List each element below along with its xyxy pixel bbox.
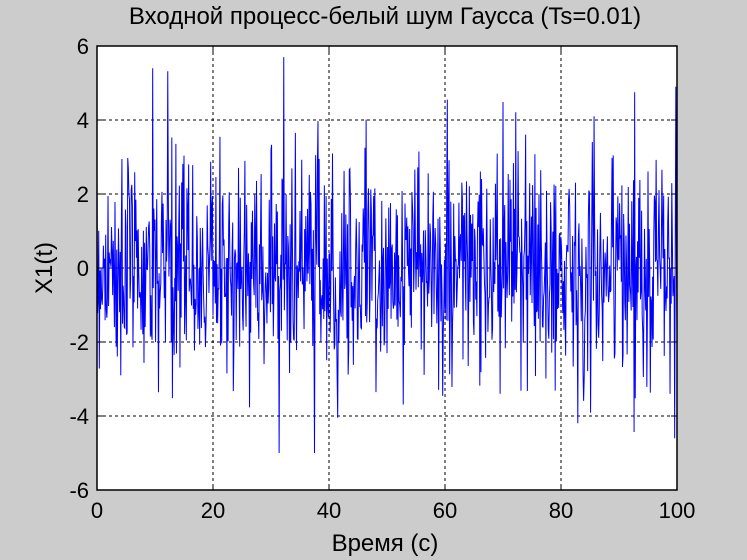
chart-title: Входной процесс-белый шум Гаусса (Ts=0.0…: [129, 3, 641, 30]
series-line: [96, 57, 678, 454]
x-tick-label: 20: [201, 498, 225, 523]
x-tick-label: 80: [549, 498, 573, 523]
y-tick-label: -6: [69, 478, 89, 503]
series-x1: [96, 57, 678, 454]
x-tick-label: 100: [659, 498, 696, 523]
x-tick-label: 40: [317, 498, 341, 523]
x-axis-label: Время (с): [332, 530, 439, 557]
y-tick-label: 6: [77, 34, 89, 59]
y-tick-label: -2: [69, 330, 89, 355]
y-axis-label: X1(t): [31, 242, 58, 294]
y-tick-label: 0: [77, 256, 89, 281]
x-tick-label: 60: [433, 498, 457, 523]
y-tick-label: 2: [77, 182, 89, 207]
x-tick-label: 0: [91, 498, 103, 523]
y-tick-label: -4: [69, 404, 89, 429]
y-tick-label: 4: [77, 108, 89, 133]
